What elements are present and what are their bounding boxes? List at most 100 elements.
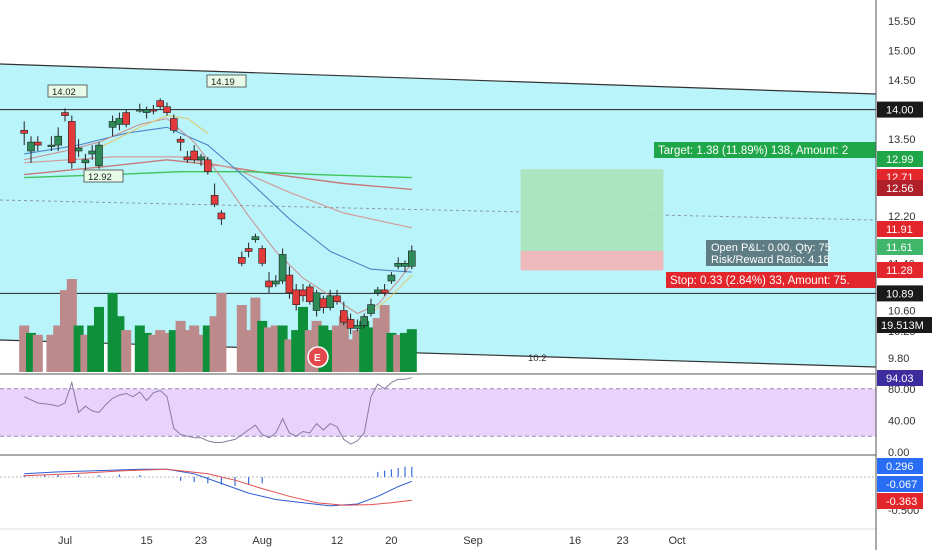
- candles: [20, 98, 416, 335]
- volume-bar: [400, 332, 410, 372]
- rsi-band: [0, 388, 876, 437]
- volume-bar: [236, 305, 247, 372]
- volume-bar: [270, 325, 281, 372]
- candle-body: [210, 195, 219, 205]
- volume-bar: [298, 306, 308, 372]
- candle-body: [312, 292, 321, 311]
- candle-body: [360, 316, 369, 326]
- volume-bar: [345, 339, 356, 372]
- high-label-1: 14.02: [52, 87, 76, 98]
- volume-bar: [325, 330, 336, 372]
- macd-badge-bg: [877, 476, 923, 492]
- candle-body: [136, 109, 144, 112]
- target-label: Target: 1.38 (11.89%) 138, Amount: 2: [658, 145, 848, 157]
- volume-bar: [257, 320, 268, 373]
- candle-body: [305, 286, 314, 302]
- volume-bar: [366, 327, 376, 372]
- candle-body: [353, 324, 362, 329]
- volume-bar: [32, 334, 43, 372]
- candle-body: [149, 109, 158, 112]
- volume-bar: [209, 316, 220, 372]
- target-label-bg: [654, 142, 876, 158]
- volume-bar: [393, 334, 404, 372]
- volume-bar: [121, 330, 132, 372]
- time-tick-label: 16: [569, 535, 581, 547]
- volume-bar: [189, 325, 200, 372]
- candle-body: [285, 274, 294, 294]
- high-label-1-box: [47, 84, 88, 98]
- stop-badge: 11.28: [886, 265, 913, 277]
- volume-bar: [182, 330, 193, 372]
- volume-bar: [155, 330, 166, 372]
- channel-upper-line: [0, 63, 877, 95]
- stop-badge-bg: [877, 262, 923, 278]
- volume-bar: [107, 292, 118, 372]
- volume-bar: [134, 325, 145, 372]
- ma-badge-2-bg: [877, 180, 923, 196]
- last-price-badge-bg: [877, 239, 923, 255]
- volume-bar: [216, 292, 227, 372]
- candle-body: [244, 248, 253, 252]
- candle-body: [292, 289, 301, 305]
- high-label-2-box: [206, 74, 247, 88]
- time-tick-label: Aug: [252, 535, 272, 547]
- candle-body: [95, 144, 103, 167]
- candle-body: [81, 159, 90, 164]
- volume-bar: [53, 325, 64, 372]
- volume-bar: [94, 306, 104, 372]
- price-tick-label: 13.50: [888, 134, 916, 146]
- macd-hist-badge: 0.296: [886, 461, 914, 473]
- candle-body: [88, 150, 96, 155]
- candle-body: [204, 159, 212, 172]
- entry-badge-bg: [877, 221, 923, 237]
- candle-body: [407, 250, 416, 267]
- candle-body: [238, 257, 246, 264]
- volume-bar: [168, 330, 179, 372]
- macd-hist-badge-bg: [877, 458, 923, 474]
- volume-bars: [19, 279, 417, 373]
- target-badge: 12.99: [886, 154, 914, 166]
- price-pane: Target: 1.38 (11.89%) 138, Amount: 2 Open…: [0, 63, 877, 373]
- macd-badge: -0.067: [886, 479, 917, 491]
- candle-body: [339, 310, 348, 323]
- candle-body: [190, 150, 198, 161]
- signal-badge-bg: [877, 493, 923, 509]
- volume-bar: [196, 334, 206, 372]
- time-tick-label: 15: [140, 535, 152, 547]
- pnl-label-bg: [706, 240, 828, 266]
- rsi-line: [23, 377, 412, 445]
- signal-line: [24, 468, 412, 506]
- price-tick-label: 9.80: [888, 353, 909, 365]
- entry-badge: 11.91: [886, 224, 913, 236]
- candle-body: [122, 112, 130, 125]
- candle-body: [278, 254, 287, 282]
- candle-body: [401, 262, 409, 267]
- volume-bar: [73, 325, 84, 372]
- volume-bar: [60, 290, 70, 372]
- long-position-tool[interactable]: Target: 1.38 (11.89%) 138, Amount: 2 Open…: [520, 142, 876, 288]
- price-tick-label: 15.00: [888, 46, 916, 58]
- time-tick-label: 20: [385, 535, 397, 547]
- candle-body: [68, 121, 76, 164]
- candle-body: [61, 112, 69, 116]
- low-label-1: 12.92: [88, 172, 112, 183]
- price-annotations: 14.02 14.19 12.92 10.2 E: [47, 74, 547, 368]
- candle-body: [387, 274, 396, 282]
- time-tick-label: 23: [616, 535, 628, 547]
- candle-body: [380, 289, 389, 294]
- time-tick-label: 12: [331, 535, 343, 547]
- time-axis: Jul 15 23 Aug 12 20 Sep 16 23 Oct: [0, 528, 876, 547]
- price-tick-label: 15.50: [888, 16, 916, 28]
- candle-body: [299, 289, 307, 297]
- price-axis[interactable]: 15.5015.0014.5013.5012.2011.4010.6010.25…: [875, 0, 932, 550]
- candle-body: [27, 141, 35, 152]
- profit-zone: [520, 169, 664, 251]
- stop-label-bg: [666, 272, 876, 288]
- candle-body: [156, 100, 164, 107]
- volume-bar: [332, 325, 342, 372]
- volume-bar: [19, 325, 30, 372]
- candle-body: [319, 298, 328, 308]
- volume-badge-bg: [877, 317, 932, 333]
- resistance-badge-bg: [877, 101, 923, 118]
